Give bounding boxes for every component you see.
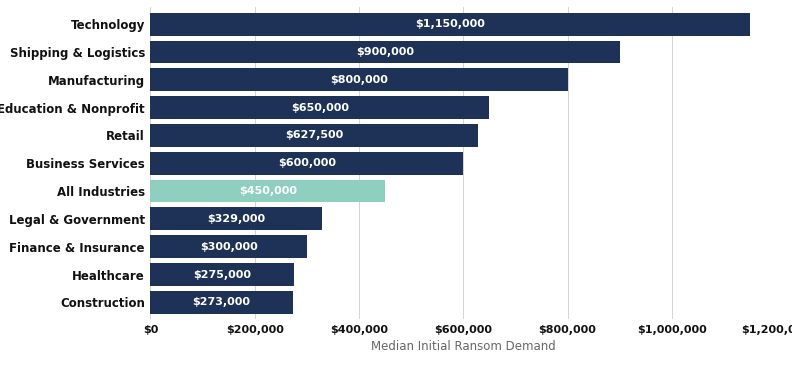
Bar	[150, 96, 489, 119]
X-axis label: Median Initial Ransom Demand: Median Initial Ransom Demand	[371, 340, 556, 353]
Bar	[150, 207, 322, 230]
Text: $300,000: $300,000	[200, 242, 257, 252]
Bar	[150, 180, 385, 203]
Text: $275,000: $275,000	[193, 270, 251, 279]
Text: $627,500: $627,500	[285, 131, 343, 140]
Text: $450,000: $450,000	[239, 186, 297, 196]
Bar	[150, 263, 294, 286]
Bar	[150, 13, 750, 36]
Bar	[150, 68, 568, 91]
Text: $329,000: $329,000	[208, 214, 265, 224]
Bar	[150, 235, 307, 258]
Text: $650,000: $650,000	[291, 103, 349, 112]
Text: $900,000: $900,000	[356, 47, 414, 57]
Text: $273,000: $273,000	[192, 298, 250, 307]
Bar	[150, 152, 463, 175]
Bar	[150, 291, 293, 314]
Text: $800,000: $800,000	[330, 75, 388, 85]
Bar	[150, 124, 478, 147]
Text: $1,150,000: $1,150,000	[415, 19, 485, 29]
Text: $600,000: $600,000	[278, 158, 336, 168]
Bar	[150, 40, 620, 63]
